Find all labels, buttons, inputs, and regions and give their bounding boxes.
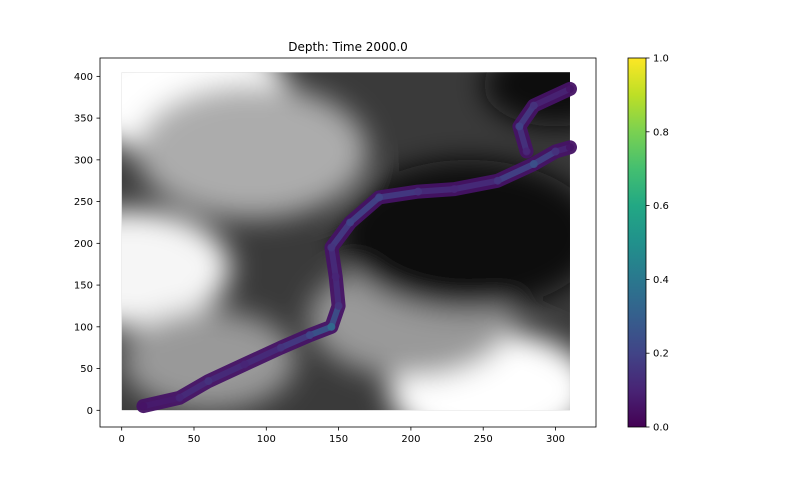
channel-segment: [530, 148, 559, 168]
y-tick-label: 350: [74, 114, 93, 125]
chart-title: Depth: Time 2000.0: [288, 40, 408, 54]
channel-point: [240, 360, 249, 369]
colorbar-gradient: [627, 57, 647, 428]
y-tick-label: 400: [74, 72, 93, 83]
colorbar-ticks: 0.0 0.2 0.4 0.6 0.8 1.0: [646, 54, 669, 434]
plot-frame: [99, 57, 597, 428]
channel-segment: [277, 332, 313, 351]
channel-point: [375, 193, 384, 202]
channel-point: [305, 331, 314, 340]
x-tick-label: 100: [257, 434, 276, 445]
dark-region: [483, 72, 570, 127]
channel-point: [334, 301, 343, 310]
channel-branch-point: [515, 122, 524, 131]
channel-point: [450, 185, 459, 194]
channel-segment: [415, 186, 458, 195]
channel-branch-segment: [530, 85, 573, 109]
channel-branch-point: [529, 101, 538, 110]
channel-segment: [494, 161, 537, 184]
bright-region: [136, 84, 368, 219]
bright-region: [121, 209, 231, 327]
channel-segment: [328, 244, 339, 280]
channel-point: [204, 377, 213, 386]
colorbar: 0.0 0.2 0.4 0.6 0.8 1.0: [627, 54, 669, 434]
channel-point: [175, 393, 184, 402]
colorbar-tick-label: 1.0: [653, 54, 669, 65]
x-tick-label: 50: [188, 434, 201, 445]
channel-point: [276, 343, 285, 352]
colorbar-tick-label: 0.6: [653, 201, 669, 212]
channel-point: [139, 402, 148, 411]
channel-branch-point: [522, 147, 531, 156]
channel-point: [529, 160, 538, 169]
x-tick-label: 250: [474, 434, 493, 445]
channel-point: [493, 176, 502, 185]
colorbar-tick-label: 0.2: [653, 349, 669, 360]
channel-segment: [376, 188, 422, 201]
channel-branch-point: [565, 84, 574, 93]
y-tick-label: 200: [74, 239, 93, 250]
channel-segment: [241, 344, 284, 368]
channel-point: [327, 322, 336, 331]
channel-segment: [328, 219, 354, 251]
channel-point: [331, 272, 340, 281]
channel-segment: [176, 378, 212, 401]
y-axis: 0 50 100 150 200 250 300 350 400: [74, 72, 100, 417]
y-tick-label: 100: [74, 322, 93, 333]
channel-segment: [332, 273, 342, 309]
x-tick-label: 200: [401, 434, 420, 445]
x-tick-label: 150: [329, 434, 348, 445]
x-tick-label: 300: [546, 434, 565, 445]
channel-point: [346, 218, 355, 227]
y-tick-label: 300: [74, 155, 93, 166]
depth-overlay: [136, 81, 577, 414]
channel-segment: [205, 361, 248, 385]
channel-segment: [347, 194, 383, 226]
channel-point: [565, 143, 574, 152]
bright-region: [121, 310, 296, 411]
y-tick-label: 250: [74, 197, 93, 208]
channel-point: [551, 147, 560, 156]
channel-segment: [140, 394, 183, 410]
plot-area: [121, 72, 577, 414]
y-tick-label: 50: [80, 364, 93, 375]
y-tick-label: 150: [74, 281, 93, 292]
channel-branch-segment: [516, 123, 530, 155]
channel-point: [327, 243, 336, 252]
colorbar-tick-label: 0.4: [653, 275, 669, 286]
colorbar-tick-label: 0.0: [653, 423, 669, 434]
channel-segment: [451, 177, 501, 193]
channel-branch-segment: [516, 102, 537, 130]
x-tick-label: 0: [119, 434, 125, 445]
y-tick-label: 0: [87, 406, 93, 417]
elevation-background: [121, 72, 570, 411]
channel-point: [414, 187, 423, 196]
colorbar-tick-label: 0.8: [653, 127, 669, 138]
x-axis: 0 50 100 150 200 250 300: [119, 427, 565, 445]
